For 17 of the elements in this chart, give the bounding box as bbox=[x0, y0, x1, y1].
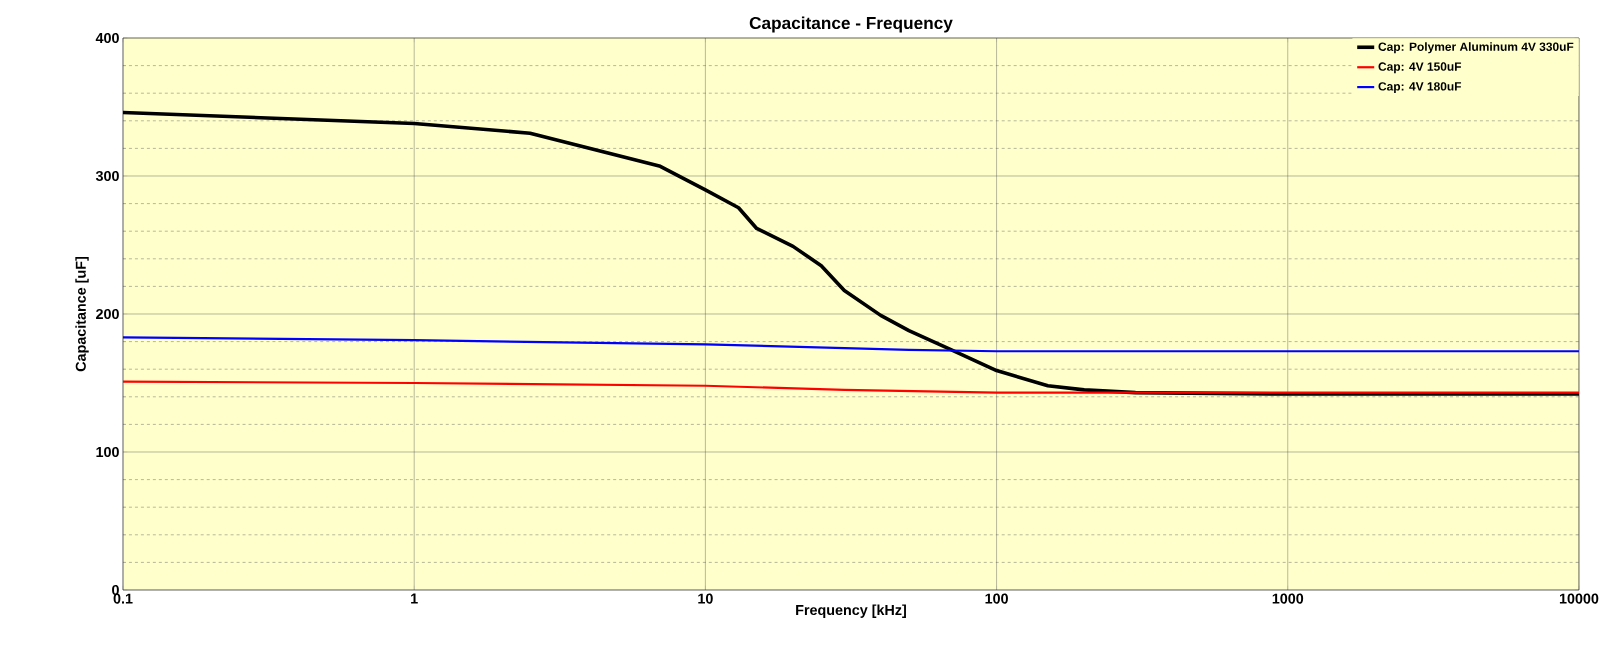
x-tick-label: 1000 bbox=[1272, 593, 1304, 604]
y-tick-label: 200 bbox=[96, 308, 119, 320]
x-tick-label: 100 bbox=[985, 593, 1008, 604]
y-tick-label: 300 bbox=[95, 170, 119, 182]
legend-label: Cap: Polymer Aluminum 4V 330uF bbox=[1378, 42, 1574, 54]
x-tick-label: 10000 bbox=[1559, 593, 1599, 604]
x-tick-label: 1 bbox=[411, 593, 418, 604]
y-tick-label: 400 bbox=[95, 32, 119, 44]
chart-title: Capacitance - Frequency bbox=[749, 16, 953, 33]
x-tick-label: 10 bbox=[698, 593, 713, 604]
legend-label: Cap: 4V 180uF bbox=[1378, 82, 1462, 93]
y-tick-label: 0 bbox=[112, 584, 119, 596]
legend-label: Cap: 4V 150uF bbox=[1378, 62, 1462, 74]
x-axis-title: Frequency [kHz] bbox=[796, 604, 906, 618]
x-tick-label: 0.1 bbox=[113, 593, 133, 604]
y-axis-title: Capacitance [uF] bbox=[75, 257, 89, 372]
y-tick-label: 100 bbox=[96, 446, 119, 458]
